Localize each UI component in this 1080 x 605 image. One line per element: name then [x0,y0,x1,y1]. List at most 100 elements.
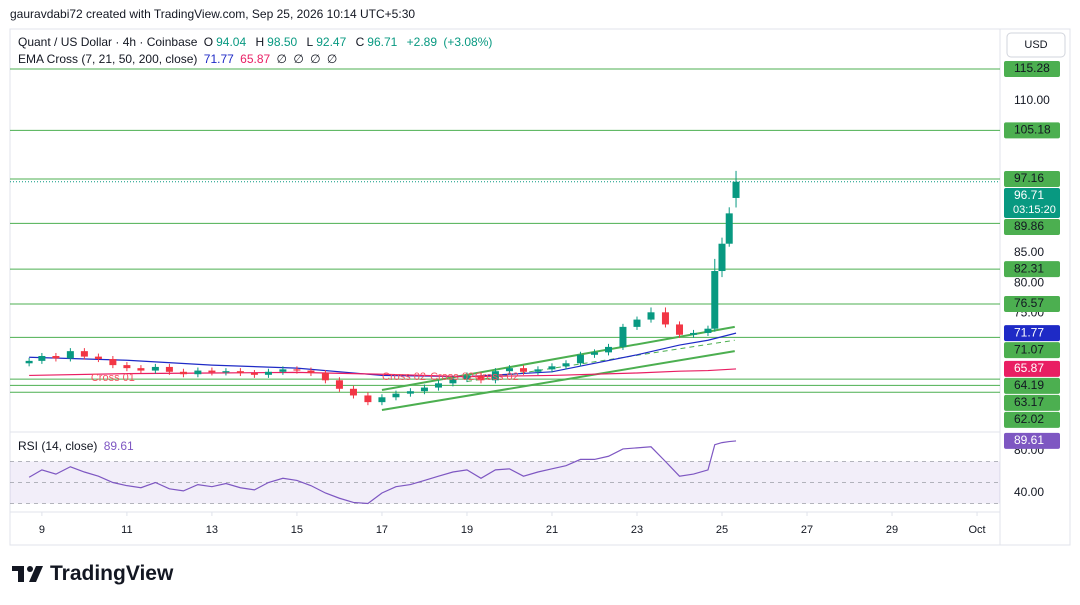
price-label: 76.57 [1014,296,1044,310]
price-label-box [1004,261,1060,278]
x-tick-label: Oct [968,524,985,536]
x-tick-label: 21 [546,524,558,536]
price-label: 64.19 [1014,378,1044,392]
candle-body [711,271,719,329]
price-label: 63.17 [1014,395,1044,409]
candle-body [364,395,372,403]
symbol: Quant / US Dollar · 4h · Coinbase [18,35,198,49]
price-label: 97.16 [1014,171,1044,185]
candle-body [222,371,230,373]
ohlc: O 94.04 [204,35,249,49]
candle-body [718,243,726,272]
price-label: 65.87 [1014,361,1044,375]
price-label: 82.31 [1014,261,1044,275]
candle-body [392,393,400,398]
price-label: 89.86 [1014,219,1044,233]
price-label-box [1004,122,1060,139]
change-pct: (+3.08%) [443,35,493,49]
candle-body [335,380,343,389]
rsi-legend: RSI (14, close) 89.61 [18,439,137,453]
price-label-box [1004,325,1060,342]
price-label-box [1004,188,1060,219]
rsi-tick-label: 40.00 [1014,485,1044,499]
x-tick-label: 25 [716,524,728,536]
ohlc-letter: H [255,35,265,49]
ema-na: ∅ [326,52,338,66]
price-label-box [1004,61,1060,78]
candle-body [151,366,159,371]
candle-body [505,368,513,372]
annotation: Cross 02 [430,371,474,383]
candle-body [123,365,131,369]
rsi-label: 89.61 [1014,433,1044,447]
channel-lower [381,350,735,412]
candle-body [321,373,329,381]
price-label: 71.77 [1014,325,1044,339]
candle-body [548,366,556,370]
candle-body [378,397,386,403]
candle-body [264,371,272,375]
ema-value: 71.77 [203,52,234,66]
price-label-box [1004,342,1060,359]
currency[interactable]: USD [1024,39,1047,51]
price-label-box [1004,219,1060,236]
candle-body [250,373,258,375]
brand-logo: TradingView [12,562,173,586]
price-label-box [1004,394,1060,411]
ohlc-value: 92.47 [316,35,347,49]
ohlc: L 92.47 [307,35,350,49]
ema-na: ∅ [310,52,321,66]
y-tick-label: 110.00 [1014,93,1050,107]
candle-body [576,354,584,364]
annotation: Cross 02 [382,371,426,383]
rsi-value: 89.61 [103,439,134,453]
countdown: 03:15:20 [1013,204,1056,216]
candle-body [208,370,216,373]
candle-body [420,387,428,392]
candle-body [519,368,527,372]
candle-body [165,366,173,372]
x-tick-label: 23 [631,524,643,536]
candle-body [52,356,60,359]
x-tick-label: 11 [121,524,132,536]
price-label-box [1004,171,1060,188]
rsi-title: RSI (14, close) [18,439,98,453]
candle-body [236,371,244,374]
candle-body [605,346,613,353]
ohlc-value: 96.71 [367,35,398,49]
ema-na: ∅ [276,52,287,66]
candle-body [94,356,102,360]
x-tick-label: 17 [376,524,388,536]
rsi-line [28,440,737,505]
price-label-box [1004,411,1060,428]
candle-body [491,371,499,381]
currency-button[interactable] [1006,32,1066,58]
price-label-box [1004,360,1060,377]
ema-na: ∅ [293,52,304,66]
ohlc-letter: C [355,35,365,49]
candle-body [38,356,46,361]
candle-body [477,375,485,381]
ohlc-letter: L [306,35,314,49]
annotation: Cross 02 [475,371,519,383]
candle-body [704,328,712,333]
candle-body [406,391,414,394]
brand-icon [12,566,43,582]
price-label: 96.71 [1014,188,1044,202]
candle-body [307,370,315,374]
ohlc-letter: O [203,35,214,49]
symbol-legend: Quant / US Dollar · 4h · Coinbase O 94.04… [18,35,495,49]
price-label-box [1004,377,1060,394]
candle-body [675,324,683,335]
candle-body [137,368,145,371]
x-tick-label: 9 [39,524,45,536]
candle-body [647,312,655,320]
change: +2.89 [406,35,438,49]
candle-body [463,375,471,380]
price-label: 62.02 [1014,412,1044,426]
candle-body [619,326,627,347]
logo-part [18,566,24,582]
ohlc-value: 94.04 [216,35,247,49]
author-line: gauravdabi72 created with TradingView.co… [10,7,416,21]
